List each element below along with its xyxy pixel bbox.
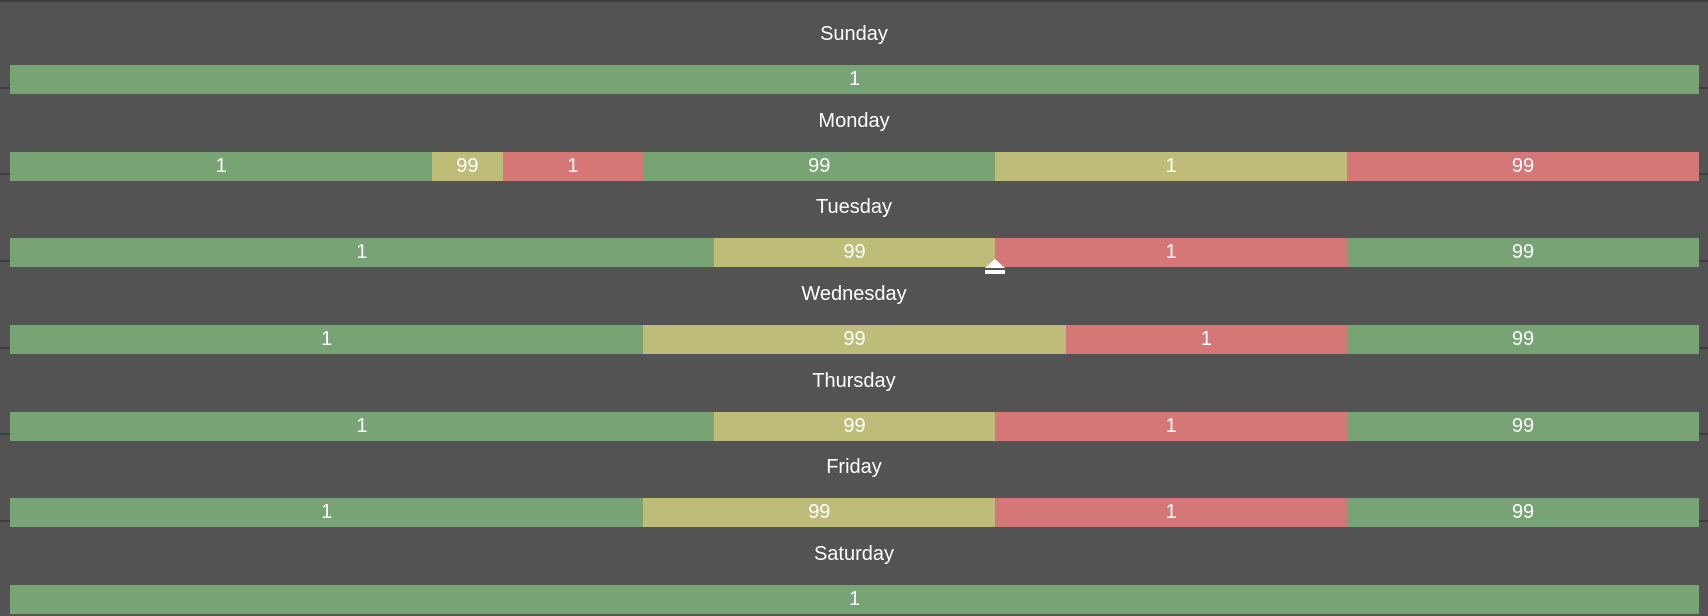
schedule-segment[interactable]: 99 <box>643 151 996 181</box>
day-label: Friday <box>826 456 882 479</box>
schedule-segment[interactable]: 99 <box>1347 151 1699 181</box>
schedule-segment[interactable]: 1 <box>10 65 1699 94</box>
day-row-monday: Monday 1 99 1 99 1 99 <box>0 89 1708 181</box>
day-row-saturday: Saturday 1 <box>0 522 1708 615</box>
day-row-tuesday: Tuesday 1 99 1 99 <box>0 175 1708 275</box>
day-label: Monday <box>818 109 890 132</box>
schedule-segment[interactable]: 1 <box>10 585 1699 615</box>
schedule-segment[interactable]: 1 <box>10 325 644 355</box>
schedule-segment[interactable]: 99 <box>713 238 996 268</box>
day-bar-wednesday: 1 99 1 99 <box>10 325 1699 355</box>
schedule-segment[interactable]: 99 <box>1347 325 1699 355</box>
day-bar-monday: 1 99 1 99 1 99 <box>10 151 1699 181</box>
day-label: Tuesday <box>816 196 892 219</box>
day-label: Thursday <box>812 369 896 392</box>
eject-handle-icon[interactable] <box>984 258 1006 276</box>
schedule-segment[interactable]: 99 <box>713 411 996 441</box>
schedule-segment[interactable]: 1 <box>10 498 644 528</box>
schedule-segment[interactable]: 1 <box>10 411 714 441</box>
schedule-segment[interactable]: 1 <box>10 238 714 268</box>
schedule-segment[interactable]: 99 <box>1347 411 1699 441</box>
day-bar-saturday: 1 <box>10 585 1699 615</box>
day-bar-tuesday: 1 99 1 99 <box>10 238 1699 268</box>
schedule-segment[interactable]: 99 <box>432 151 503 181</box>
schedule-segment[interactable]: 1 <box>995 498 1348 528</box>
day-row-wednesday: Wednesday 1 99 1 99 <box>0 262 1708 355</box>
schedule-segment[interactable]: 1 <box>995 151 1348 181</box>
day-bar-thursday: 1 99 1 99 <box>10 411 1699 441</box>
day-label: Sunday <box>820 23 888 45</box>
day-row-sunday: Sunday 1 <box>0 2 1708 94</box>
day-label: Saturday <box>813 543 895 566</box>
schedule-segment[interactable]: 99 <box>643 325 1066 355</box>
schedule-segment[interactable]: 1 <box>995 411 1348 441</box>
schedule-segment[interactable]: 1 <box>10 151 433 181</box>
day-bar-sunday: 1 <box>10 65 1699 94</box>
schedule-segment[interactable]: 99 <box>1347 498 1699 528</box>
schedule-segment[interactable]: 1 <box>502 151 644 181</box>
day-row-thursday: Thursday 1 99 1 99 <box>0 349 1708 441</box>
day-bar-friday: 1 99 1 99 <box>10 498 1699 528</box>
schedule-segment[interactable]: 1 <box>1065 325 1348 355</box>
day-label: Wednesday <box>801 283 907 306</box>
day-row-friday: Friday 1 99 1 99 <box>0 435 1708 528</box>
schedule-segment[interactable]: 99 <box>1347 238 1699 268</box>
schedule-segment[interactable]: 99 <box>643 498 996 528</box>
schedule-segment[interactable]: 1 <box>995 238 1348 268</box>
